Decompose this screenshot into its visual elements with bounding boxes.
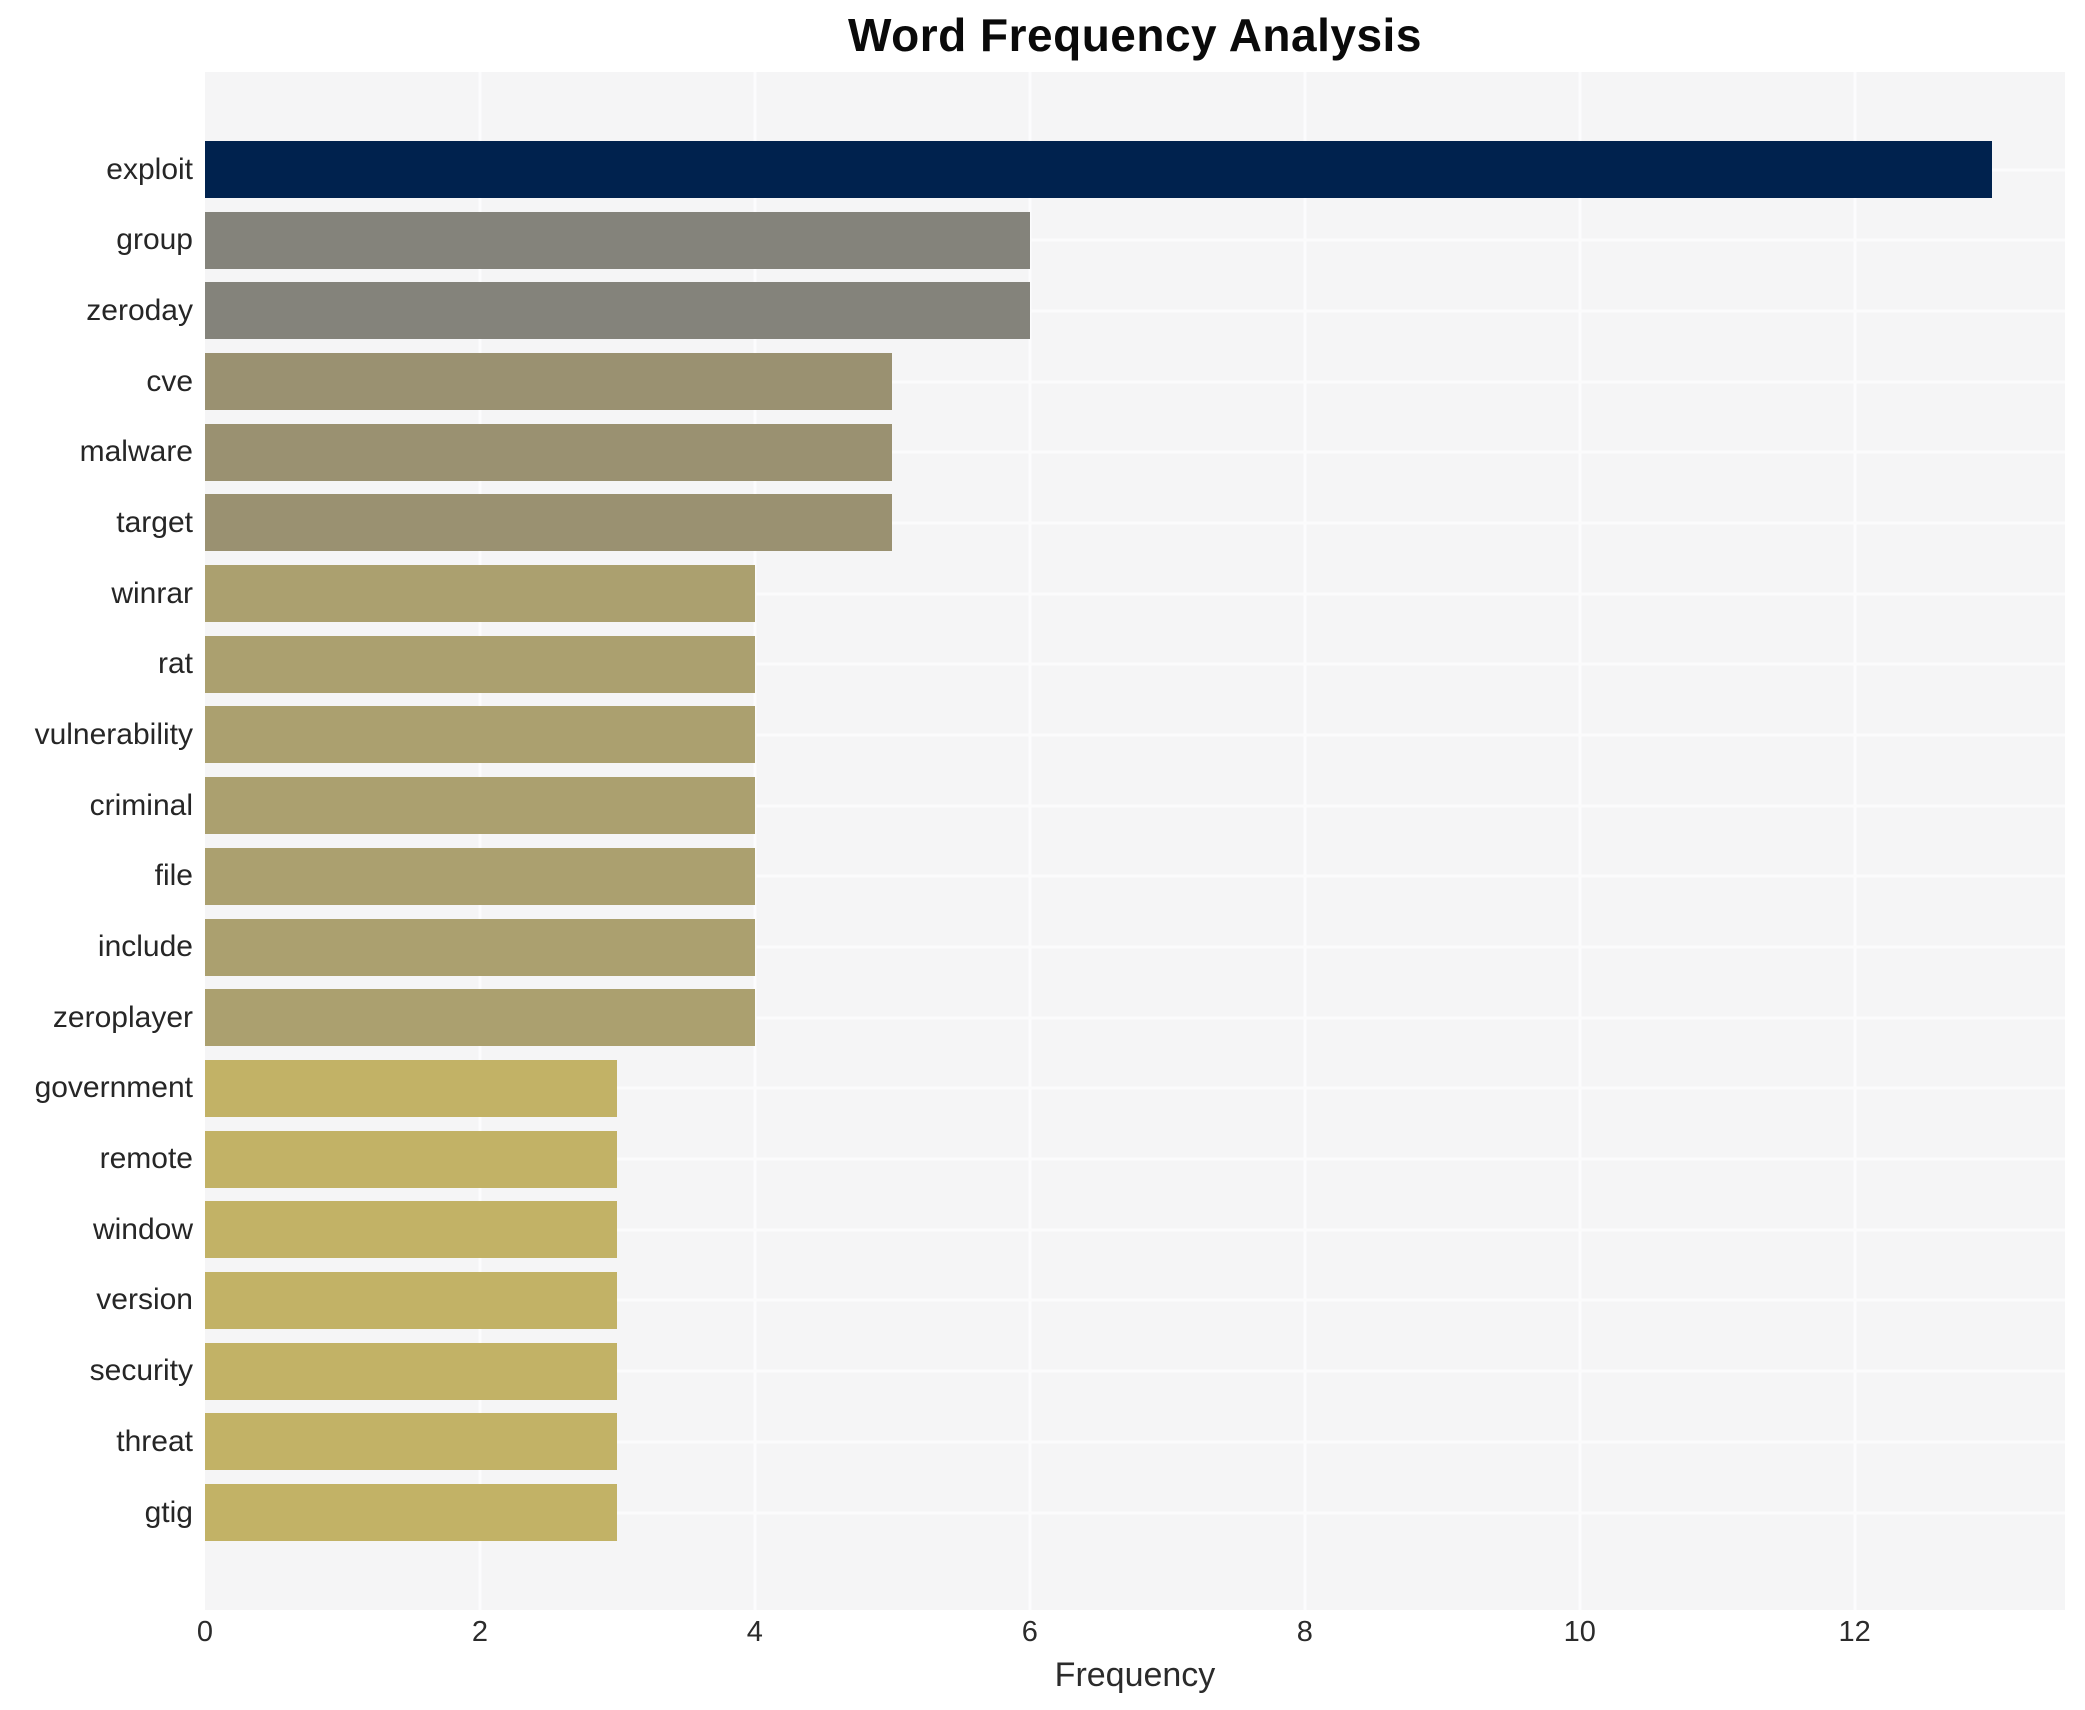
y-gridline [205,733,2065,737]
x-gridline [1303,72,1307,1610]
y-gridline [205,309,2065,313]
y-gridline [205,1511,2065,1514]
bar-rat [205,635,755,693]
y-tick-label-window: window [92,1212,193,1246]
y-tick-label-cve: cve [146,364,193,398]
y-gridline [205,1369,2065,1373]
bar-window [205,1201,618,1259]
y-gridline [205,874,2065,878]
x-tick-label-4: 4 [746,1616,763,1648]
x-gridline [1028,72,1032,1610]
x-gridline [1853,72,1857,1610]
y-gridline [205,1157,2065,1161]
x-tick-label-10: 10 [1563,1616,1596,1648]
x-axis-title: Frequency [1054,1656,1216,1694]
y-tick-label-group: group [116,223,193,257]
y-gridline [205,1016,2065,1020]
x-tick-label-12: 12 [1838,1616,1871,1648]
bar-cve [205,353,893,411]
y-tick-label-version: version [96,1283,193,1317]
y-tick-label-criminal: criminal [89,788,193,822]
bar-version [205,1271,618,1329]
y-gridline [205,945,2065,949]
bar-remote [205,1130,618,1188]
y-gridline [205,380,2065,384]
y-gridline [205,1228,2065,1232]
y-tick-label-gtig: gtig [144,1495,193,1529]
y-tick-label-security: security [89,1354,193,1388]
chart-title: Word Frequency Analysis [848,9,1422,61]
y-gridline [205,238,2065,242]
plot-area [205,72,2065,1610]
y-tick-label-remote: remote [99,1142,193,1176]
bar-file [205,847,755,905]
y-tick-label-government: government [34,1071,193,1105]
y-gridline [205,1440,2065,1444]
y-tick-label-rat: rat [157,647,193,681]
y-tick-label-exploit: exploit [106,152,193,186]
bar-zeroday [205,282,1030,340]
x-gridline [478,72,482,1610]
x-gridline [753,72,757,1610]
y-tick-label-zeroday: zeroday [86,293,193,327]
bar-threat [205,1413,618,1471]
x-tick-label-0: 0 [196,1616,214,1648]
y-tick-label-include: include [97,930,193,964]
bar-target [205,494,893,552]
bar-vulnerability [205,706,755,764]
y-tick-label-target: target [116,505,193,539]
bar-include [205,918,755,976]
bar-zeroplayer [205,989,755,1047]
y-tick-label-file: file [154,859,193,893]
bar-government [205,1059,618,1117]
y-gridline [205,804,2065,808]
y-gridline [205,592,2065,596]
y-axis-labels: exploit group zeroday cve malware target winra… [0,72,193,1610]
x-tick-label-6: 6 [1021,1616,1038,1648]
x-tick-label-2: 2 [471,1616,489,1648]
x-tick-label-8: 8 [1296,1616,1313,1648]
bar-gtig [205,1484,618,1541]
y-gridline [205,521,2065,525]
bar-group [205,211,1030,269]
x-gridline [1578,72,1582,1610]
y-gridline [205,450,2065,454]
y-tick-label-winrar: winrar [111,576,193,610]
x-axis-ticks: 0 2 4 6 8 10 12 [0,1616,2085,1656]
bar-security [205,1342,618,1400]
y-tick-label-malware: malware [79,435,193,469]
y-tick-label-threat: threat [116,1424,193,1458]
y-tick-label-zeroplayer: zeroplayer [52,1000,193,1034]
y-gridline [205,1298,2065,1302]
bar-criminal [205,777,755,835]
bar-malware [205,423,893,481]
y-gridline [205,662,2065,666]
y-gridline [205,1086,2065,1090]
y-tick-label-vulnerability: vulnerability [34,717,193,751]
bar-exploit [205,141,1993,198]
bar-winrar [205,565,755,623]
